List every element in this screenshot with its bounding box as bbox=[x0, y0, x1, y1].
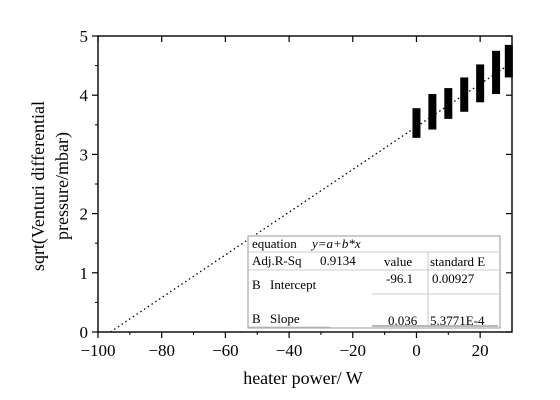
y-tick-label: 1 bbox=[80, 264, 89, 283]
y-tick-label: 5 bbox=[80, 27, 89, 46]
data-marks bbox=[412, 44, 513, 138]
slope-standard-error: 5.3771E-4 bbox=[430, 313, 485, 328]
data-point bbox=[492, 50, 501, 95]
x-tick-label: −80 bbox=[148, 341, 175, 360]
y-tick-label: 4 bbox=[80, 86, 89, 105]
adj-r-sq-label: Adj.R-Sq bbox=[252, 253, 302, 268]
x-tick-label: 0 bbox=[412, 341, 421, 360]
slope-name: Slope bbox=[270, 311, 300, 326]
y-tick-label: 2 bbox=[80, 205, 89, 224]
data-point bbox=[460, 77, 469, 112]
adj-r-sq-value: 0.9134 bbox=[320, 253, 356, 268]
data-point bbox=[504, 44, 513, 78]
equation-label: equation bbox=[252, 236, 297, 251]
column-header-value: value bbox=[384, 254, 412, 269]
slope-prefix: B bbox=[252, 311, 261, 326]
y-axis: 0 1 2 3 4 5 bbox=[80, 27, 512, 342]
data-point bbox=[444, 88, 453, 119]
data-point bbox=[412, 108, 421, 138]
y-axis-label: sqrt(Venturi differential pressure/mbar) bbox=[28, 101, 73, 271]
fit-table-border bbox=[247, 235, 501, 329]
x-tick-label: −100 bbox=[80, 341, 115, 360]
x-tick-label: −40 bbox=[276, 341, 303, 360]
y-tick-label: 0 bbox=[80, 323, 89, 342]
x-axis: −100 −80 −60 −40 −20 0 20 bbox=[80, 36, 489, 360]
x-tick-label: −60 bbox=[212, 341, 239, 360]
x-tick-label: −20 bbox=[339, 341, 366, 360]
y-axis-label-line-2: pressure/mbar) bbox=[52, 132, 73, 240]
x-tick-label: 20 bbox=[472, 341, 489, 360]
intercept-value: -96.1 bbox=[386, 271, 413, 286]
fit-table: equation y=a+b*x Adj.R-Sq 0.9134 value s… bbox=[247, 235, 501, 329]
equation-value: y=a+b*x bbox=[310, 236, 361, 251]
data-point bbox=[428, 94, 437, 130]
intercept-name: Intercept bbox=[270, 277, 317, 292]
y-axis-label-line-1: sqrt(Venturi differential bbox=[28, 101, 49, 271]
column-header-standard-error: standard E bbox=[430, 254, 485, 269]
y-tick-label: 3 bbox=[80, 145, 89, 164]
intercept-prefix: B bbox=[252, 277, 261, 292]
intercept-standard-error: 0.00927 bbox=[432, 271, 475, 286]
slope-value: 0.036 bbox=[388, 313, 418, 328]
x-axis-label: heater power/ W bbox=[243, 368, 363, 388]
data-point bbox=[476, 64, 485, 103]
